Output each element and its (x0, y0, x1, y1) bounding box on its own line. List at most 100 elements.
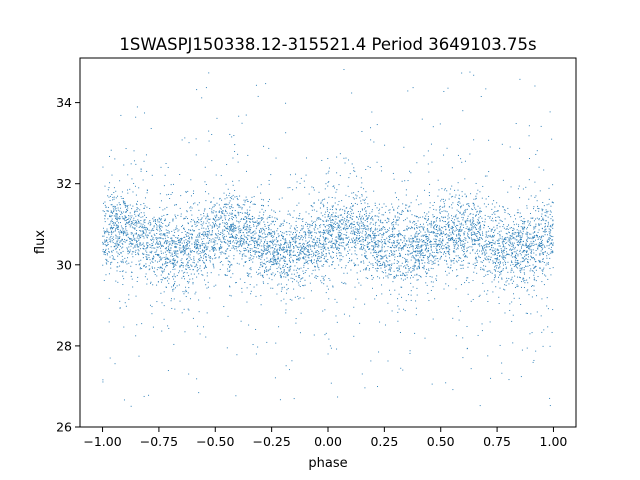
data-point (200, 256, 202, 258)
data-point (424, 231, 426, 233)
data-point (268, 260, 270, 262)
data-point (205, 246, 207, 248)
data-point (468, 237, 470, 239)
data-point (511, 235, 513, 237)
data-point (124, 215, 126, 217)
data-point (431, 224, 433, 226)
data-point (279, 210, 281, 212)
data-point (272, 287, 274, 289)
data-point (468, 206, 470, 208)
data-point (326, 202, 328, 204)
data-point (483, 227, 485, 229)
data-point (304, 231, 306, 233)
data-point (145, 235, 147, 237)
data-point (137, 215, 139, 217)
data-point (472, 250, 474, 252)
data-point (391, 263, 393, 265)
data-point (364, 249, 366, 251)
data-point (482, 246, 484, 248)
data-point (271, 279, 273, 281)
data-point (514, 261, 516, 263)
data-point (185, 289, 187, 291)
data-point (459, 310, 461, 312)
data-point (197, 219, 199, 221)
data-point (227, 204, 229, 206)
data-point (466, 208, 468, 210)
data-point (275, 259, 277, 261)
data-point (218, 249, 220, 251)
data-point (193, 256, 195, 258)
data-point (503, 252, 505, 254)
data-point (430, 220, 432, 222)
data-point (360, 218, 362, 220)
data-point (259, 211, 261, 213)
data-point (354, 246, 356, 248)
data-point (459, 212, 461, 214)
data-point (549, 225, 551, 227)
data-point (299, 280, 301, 282)
data-point (317, 276, 319, 278)
data-point (180, 215, 182, 217)
data-point (356, 240, 358, 242)
data-point (323, 237, 325, 239)
data-point (254, 203, 256, 205)
data-point (412, 276, 414, 278)
data-point (455, 335, 457, 337)
data-point (378, 351, 380, 353)
data-point (494, 252, 496, 254)
data-point (502, 226, 504, 228)
data-point (401, 180, 403, 182)
data-point (548, 187, 550, 189)
data-point (268, 233, 270, 235)
data-point (328, 215, 330, 217)
data-point (257, 218, 259, 220)
data-point (343, 247, 345, 249)
data-point (405, 300, 407, 302)
data-point (119, 216, 121, 218)
data-point (439, 238, 441, 240)
data-point (310, 224, 312, 226)
data-point (312, 206, 314, 208)
data-point (187, 222, 189, 224)
data-point (439, 218, 441, 220)
data-point (436, 245, 438, 247)
data-point (416, 241, 418, 243)
data-point (404, 265, 406, 267)
data-point (308, 236, 310, 238)
data-point (173, 265, 175, 267)
data-point (206, 230, 208, 232)
data-point (276, 268, 278, 270)
data-point (257, 274, 259, 276)
data-point (437, 260, 439, 262)
data-point (182, 275, 184, 277)
data-point (442, 231, 444, 233)
data-point (253, 203, 255, 205)
data-point (208, 218, 210, 220)
data-point (296, 272, 298, 274)
data-point (345, 157, 347, 159)
data-point (365, 236, 367, 238)
data-point (323, 224, 325, 226)
data-point (258, 257, 260, 259)
data-point (391, 245, 393, 247)
data-point (231, 235, 233, 237)
data-point (182, 249, 184, 251)
data-point (374, 242, 376, 244)
data-point (359, 270, 361, 272)
data-point (453, 262, 455, 264)
data-point (403, 266, 405, 268)
data-point (340, 254, 342, 256)
data-point (328, 253, 330, 255)
data-point (519, 267, 521, 269)
data-point (281, 288, 283, 290)
data-point (372, 219, 374, 221)
data-point (256, 220, 258, 222)
data-point (346, 231, 348, 233)
data-point (116, 227, 118, 229)
data-point (166, 242, 168, 244)
data-point (452, 389, 454, 391)
data-point (136, 106, 138, 108)
data-point (473, 271, 475, 273)
data-point (487, 290, 489, 292)
data-point (442, 253, 444, 255)
